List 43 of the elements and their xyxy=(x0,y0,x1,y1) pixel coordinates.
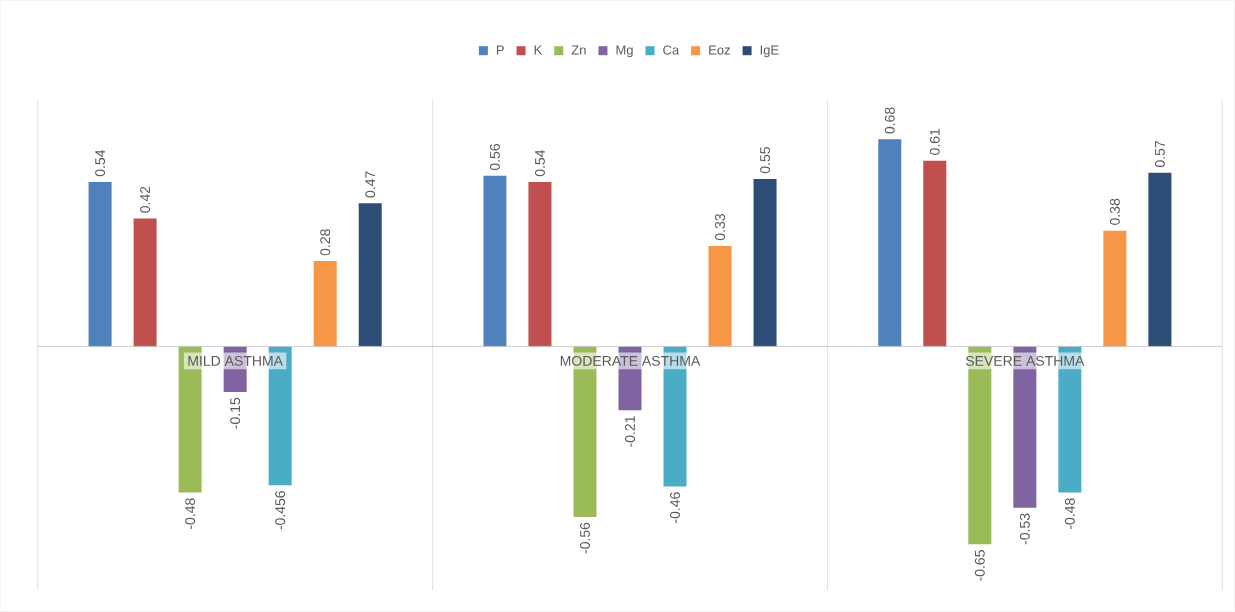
legend-label: Ca xyxy=(663,45,680,55)
data-label: -0.65 xyxy=(974,550,985,581)
data-label: -0.456 xyxy=(275,491,286,530)
bar xyxy=(88,182,112,347)
data-label: -0.48 xyxy=(185,498,196,530)
data-label: 0.68 xyxy=(884,107,895,134)
data-label: 0.38 xyxy=(1109,198,1120,226)
bar xyxy=(753,179,777,347)
bar xyxy=(708,246,732,347)
data-label: 0.54 xyxy=(95,150,106,177)
legend-label: Zn xyxy=(571,45,586,55)
bar xyxy=(878,139,902,347)
bar xyxy=(528,182,552,347)
data-label: 0.57 xyxy=(1154,141,1165,168)
data-label: -0.21 xyxy=(625,416,635,447)
bar xyxy=(483,176,507,347)
data-label: 0.61 xyxy=(929,129,940,156)
data-label: 0.56 xyxy=(489,144,500,171)
bar xyxy=(358,203,382,347)
x-tick-label: MODERATE ASTHMA xyxy=(560,356,701,366)
legend-label: K xyxy=(534,45,543,55)
data-label: 0.28 xyxy=(320,229,331,256)
legend-label: P xyxy=(496,45,504,55)
data-label: 0.54 xyxy=(534,150,545,177)
data-label: -0.15 xyxy=(230,398,241,429)
bar xyxy=(1148,172,1172,347)
data-label: -0.56 xyxy=(580,522,590,554)
data-label: -0.46 xyxy=(670,492,680,524)
bar xyxy=(313,261,337,347)
data-label: 0.47 xyxy=(365,171,376,198)
x-tick-label: SEVERE ASTHMA xyxy=(965,356,1085,366)
data-label: 0.33 xyxy=(715,214,725,241)
legend-label: IgE xyxy=(760,45,779,58)
bar xyxy=(1103,230,1127,347)
data-label: -0.48 xyxy=(1064,498,1075,530)
data-label: -0.53 xyxy=(1019,513,1030,545)
x-tick-label: MILD ASTHMA xyxy=(188,356,283,366)
bar xyxy=(133,218,157,347)
legend-label: Eoz xyxy=(709,45,730,55)
bar xyxy=(923,160,947,347)
data-label: 0.55 xyxy=(760,147,771,174)
legend-label: Mg xyxy=(616,45,633,58)
data-label: 0.42 xyxy=(140,186,151,213)
